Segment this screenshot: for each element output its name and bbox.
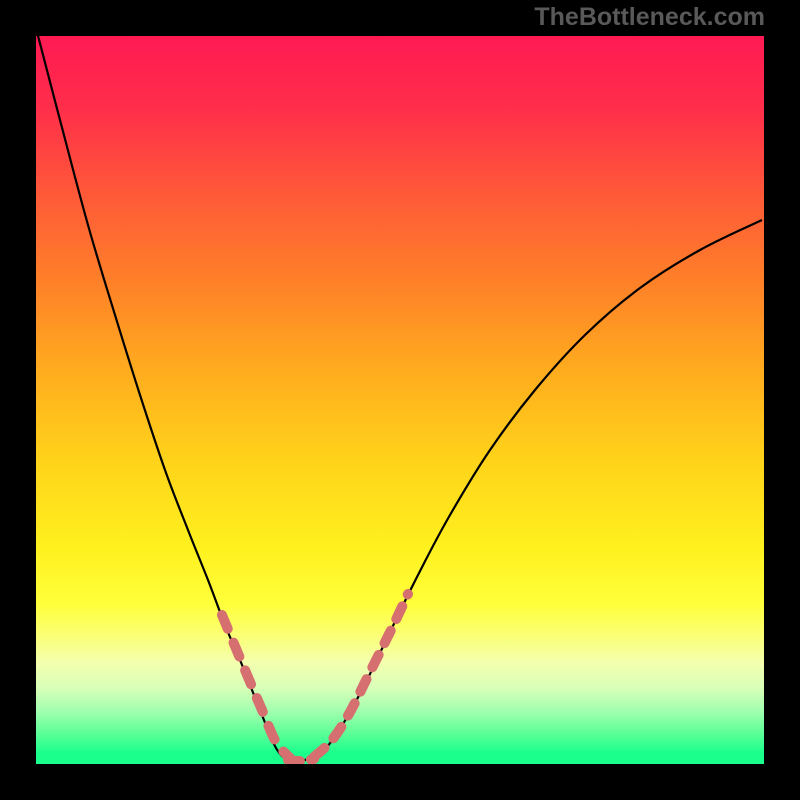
watermark-text: TheBottleneck.com xyxy=(534,3,765,32)
chart-stage: TheBottleneck.com xyxy=(0,0,800,800)
chart-svg xyxy=(0,0,800,800)
